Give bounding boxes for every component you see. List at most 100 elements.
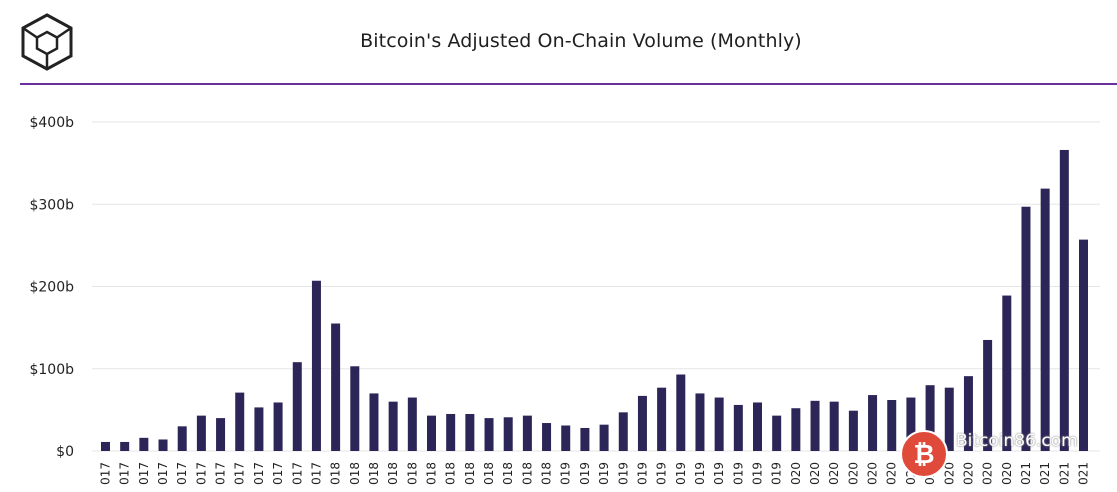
bar: [810, 400, 820, 451]
bar: [503, 417, 513, 451]
x-tick-label: 019: [693, 462, 707, 485]
x-tick-label: 018: [329, 462, 343, 485]
y-tick-label: $300b: [29, 197, 74, 213]
x-tick-label: 020: [961, 462, 975, 485]
x-tick-label: 018: [405, 462, 419, 485]
x-tick-label: 020: [827, 462, 841, 485]
bar: [618, 412, 628, 451]
bar: [407, 397, 417, 451]
bar: [925, 385, 935, 451]
x-tick-label: 018: [348, 462, 362, 485]
x-tick-label: 017: [309, 462, 323, 485]
bar: [733, 404, 743, 451]
bar: [695, 393, 705, 451]
bar: [791, 408, 801, 451]
x-tick-label: 018: [367, 462, 381, 485]
x-tick-label: 018: [482, 462, 496, 485]
x-tick-label: 019: [616, 462, 630, 485]
bar: [273, 402, 283, 451]
bar: [292, 362, 302, 451]
bar: [158, 439, 168, 451]
bar: [848, 410, 858, 451]
bar: [388, 401, 398, 451]
bar: [868, 395, 878, 451]
y-tick-label: $400b: [29, 115, 74, 131]
x-tick-label: 019: [578, 462, 592, 485]
x-tick-label: 021: [1019, 462, 1033, 485]
bar: [829, 401, 839, 451]
x-tick-label: 017: [252, 462, 266, 485]
x-tick-label: 020: [846, 462, 860, 485]
title-divider: [20, 83, 1117, 85]
bar: [714, 397, 724, 451]
svg-text:₿: ₿: [913, 440, 934, 470]
x-tick-label: 020: [885, 462, 899, 485]
bar: [561, 425, 571, 451]
x-tick-label: 018: [501, 462, 515, 485]
x-tick-label: 017: [137, 462, 151, 485]
x-tick-label: 019: [712, 462, 726, 485]
y-tick-label: $100b: [29, 362, 74, 378]
x-tick-label: 018: [444, 462, 458, 485]
bar: [139, 437, 149, 451]
x-tick-label: 017: [156, 462, 170, 485]
bar: [542, 423, 552, 451]
bar: [676, 374, 686, 451]
x-tick-label: 019: [559, 462, 573, 485]
bar: [1002, 295, 1012, 451]
x-tick-label: 018: [386, 462, 400, 485]
x-tick-label: 021: [1057, 462, 1071, 485]
bar: [484, 418, 494, 451]
bar: [580, 427, 590, 451]
bar: [331, 323, 341, 451]
x-tick-label: 017: [214, 462, 228, 485]
x-tick-label: 020: [981, 462, 995, 485]
bar: [196, 415, 206, 451]
bar: [446, 413, 456, 451]
x-tick-label: 019: [655, 462, 669, 485]
bar: [1059, 149, 1069, 451]
bar: [177, 426, 187, 451]
x-tick-label: 019: [597, 462, 611, 485]
x-tick-label: 017: [118, 462, 132, 485]
bar: [216, 418, 226, 451]
y-tick-label: $200b: [29, 280, 74, 296]
bar: [350, 366, 360, 451]
bar: [235, 392, 245, 451]
x-tick-label: 019: [770, 462, 784, 485]
bar: [427, 415, 436, 451]
x-tick-label: 018: [540, 462, 554, 485]
x-tick-label: 019: [635, 462, 649, 485]
cube-logo-icon: [21, 13, 73, 71]
x-tick-label: 017: [290, 462, 304, 485]
chart-title: Bitcoin's Adjusted On-Chain Volume (Mont…: [360, 30, 802, 52]
x-tick-label: 018: [425, 462, 439, 485]
x-tick-label: 021: [1077, 462, 1091, 485]
bar: [906, 397, 916, 451]
x-tick-label: 020: [1000, 462, 1014, 485]
x-tick-label: 019: [731, 462, 745, 485]
bar: [369, 393, 379, 451]
x-tick-label: 019: [674, 462, 688, 485]
x-tick-label: 019: [751, 462, 765, 485]
bar: [963, 376, 973, 451]
x-tick-label: 018: [520, 462, 534, 485]
bar: [657, 387, 667, 451]
x-tick-label: 020: [866, 462, 880, 485]
bar: [120, 441, 130, 451]
bar: [944, 387, 954, 451]
bar: [465, 413, 475, 451]
watermark-text: Bitcoin86.com: [956, 431, 1078, 451]
x-tick-label: 020: [942, 462, 956, 485]
bar: [1021, 206, 1031, 451]
x-tick-label: 017: [194, 462, 208, 485]
x-tick-label: 020: [808, 462, 822, 485]
x-tick-label: 020: [789, 462, 803, 485]
bar: [637, 395, 647, 451]
bar: [311, 280, 321, 451]
x-tick-label: 017: [99, 462, 113, 485]
bar: [753, 402, 762, 451]
bar: [101, 441, 110, 451]
x-tick-label: 017: [271, 462, 285, 485]
